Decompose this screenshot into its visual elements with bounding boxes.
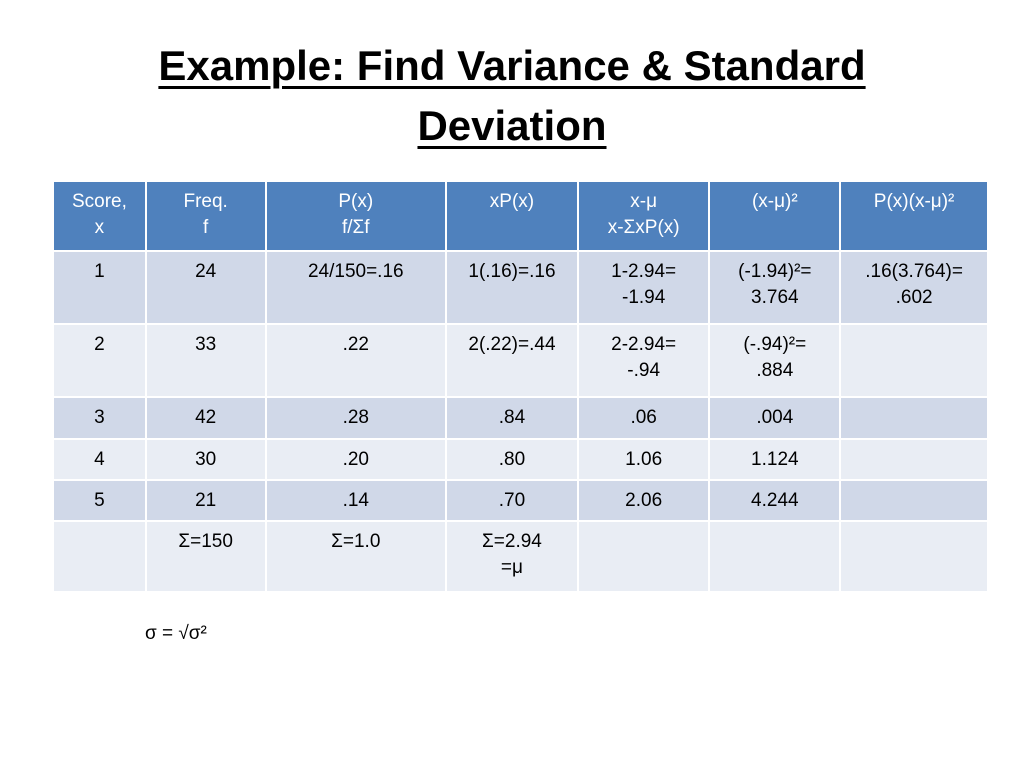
table-cell: .16(3.764)= .602 xyxy=(839,250,989,325)
table-cell: (-1.94)²= 3.764 xyxy=(708,250,842,325)
table-row: 3 42.28.84.06.004 xyxy=(52,396,989,440)
cell-line: -.94 xyxy=(627,360,661,381)
header-cell: (x-μ)² xyxy=(708,180,842,252)
table-cell: 1(.16)=.16 xyxy=(445,250,579,325)
header-cell: Freq. f xyxy=(144,180,267,252)
table-cell: 2(.22)=.44 xyxy=(445,323,579,398)
table-cell: 24/150=.16 xyxy=(264,250,448,325)
cell-line: .602 xyxy=(895,287,933,308)
table-row: 5 21.14.70 2.06 4.244 xyxy=(52,479,989,522)
table-cell xyxy=(839,438,989,481)
cell-line: 1-2.94= xyxy=(611,261,677,282)
cell-line: =μ xyxy=(500,557,523,578)
table-cell: Σ=1.0 xyxy=(264,520,448,593)
table-cell: .14 xyxy=(264,479,448,522)
table-cell xyxy=(839,479,989,522)
table-cell: 33 xyxy=(144,323,267,398)
table-cell: 21 xyxy=(144,479,267,522)
table-cell: .28 xyxy=(264,396,448,440)
table-cell: 42 xyxy=(144,396,267,440)
title-line: Deviation xyxy=(417,102,607,149)
table-cell: .22 xyxy=(264,323,448,398)
header-cell: Score, x xyxy=(52,180,147,252)
cell-line: x-μ xyxy=(630,191,658,212)
header-cell: xP(x) xyxy=(445,180,579,252)
table-cell: 4.244 xyxy=(708,479,842,522)
table-row: 1 24 24/150=.16 1(.16)=.16 1-2.94= -1.94 (-1.9… xyxy=(52,250,989,325)
table-cell: 1 xyxy=(52,250,147,325)
table-cell: (-.94)²= .884 xyxy=(708,323,842,398)
cell-line: 3.764 xyxy=(751,287,799,308)
table-cell: 4 xyxy=(52,438,147,481)
cell-line: Score, xyxy=(71,191,127,212)
cell-line: x-ΣxP(x) xyxy=(607,217,680,238)
table-cell xyxy=(52,520,147,593)
table-cell: .004 xyxy=(708,396,842,440)
table-row: 4 30.20.80 1.06 1.124 xyxy=(52,438,989,481)
table-cell: 3 xyxy=(52,396,147,440)
cell-line: .884 xyxy=(756,360,794,381)
table-body: 1 24 24/150=.16 1(.16)=.16 1-2.94= -1.94 (-1.9… xyxy=(52,250,989,593)
table-cell xyxy=(839,520,989,593)
cell-line: f xyxy=(203,217,209,238)
header-cell: x-μ x-ΣxP(x) xyxy=(576,180,711,252)
formula: σ = √σ² xyxy=(145,623,207,644)
table-cell: .84 xyxy=(445,396,579,440)
cell-line: (-.94)²= xyxy=(743,334,807,355)
table-cell: 1.06 xyxy=(576,438,711,481)
table-cell: 1-2.94= -1.94 xyxy=(576,250,711,325)
table-row: 2 33.22 2(.22)=.44 2-2.94= -.94 (-.94)²= .884 xyxy=(52,323,989,398)
cell-line: f/Σf xyxy=(341,217,370,238)
table-cell: .06 xyxy=(576,396,711,440)
cell-line: (-1.94)²= xyxy=(738,261,812,282)
slide-title: Example: Find Variance & Standard Deviat… xyxy=(0,36,1024,156)
table-cell: 1.124 xyxy=(708,438,842,481)
table-row: Σ=150 Σ=1.0 Σ=2.94 =μ xyxy=(52,520,989,593)
table-cell: 2-2.94= -.94 xyxy=(576,323,711,398)
table-header: Score, x Freq. f P(x) f/Σf xP(x) x-μ x-ΣxP(x) (x-… xyxy=(52,180,989,252)
cell-line: x xyxy=(94,217,105,238)
table-cell: 5 xyxy=(52,479,147,522)
cell-line: .16(3.764)= xyxy=(865,261,963,282)
data-table: Score, x Freq. f P(x) f/Σf xP(x) x-μ x-ΣxP(x) (x-… xyxy=(52,180,989,593)
header-cell: P(x)(x-μ)² xyxy=(839,180,989,252)
table-cell xyxy=(576,520,711,593)
cell-line: 2-2.94= xyxy=(611,334,677,355)
table-cell xyxy=(839,396,989,440)
cell-line: -1.94 xyxy=(622,287,666,308)
cell-line: Freq. xyxy=(183,191,228,212)
cell-line: Σ=2.94 xyxy=(482,531,542,552)
table-cell: .80 xyxy=(445,438,579,481)
table-cell: .70 xyxy=(445,479,579,522)
table-cell: .20 xyxy=(264,438,448,481)
header-row: Score, x Freq. f P(x) f/Σf xP(x) x-μ x-ΣxP(x) (x-… xyxy=(52,180,989,252)
table-cell: Σ=150 xyxy=(144,520,267,593)
table-cell: 30 xyxy=(144,438,267,481)
table-cell xyxy=(708,520,842,593)
table-cell: Σ=2.94 =μ xyxy=(445,520,579,593)
title-line: Example: Find Variance & Standard xyxy=(158,42,866,89)
cell-line: P(x) xyxy=(338,191,374,212)
table-cell: 2 xyxy=(52,323,147,398)
table-cell xyxy=(839,323,989,398)
table-cell: 24 xyxy=(144,250,267,325)
table-cell: 2.06 xyxy=(576,479,711,522)
header-cell: P(x) f/Σf xyxy=(264,180,448,252)
